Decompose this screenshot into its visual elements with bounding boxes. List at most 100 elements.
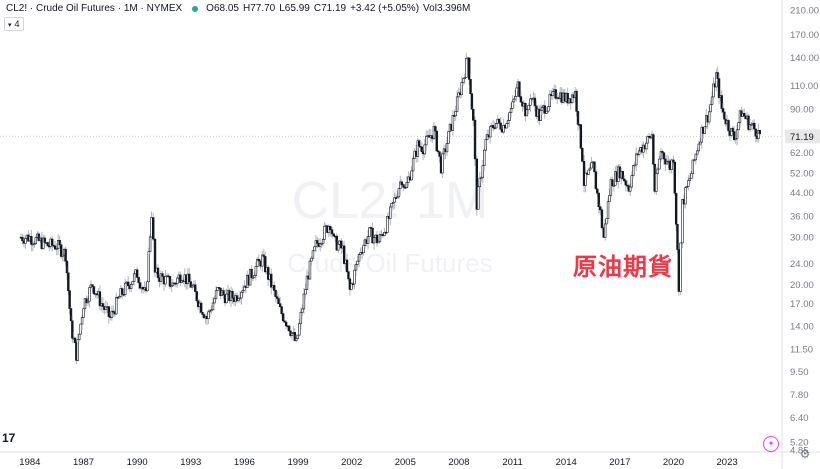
candle-body xyxy=(721,108,725,113)
candle-body xyxy=(723,111,726,120)
candle-body xyxy=(207,311,210,320)
candle-body xyxy=(377,241,380,244)
candle-body xyxy=(451,115,455,131)
candle-body xyxy=(65,260,69,274)
candle-body xyxy=(68,290,71,309)
candle-body xyxy=(296,334,299,339)
candle-body xyxy=(171,282,175,287)
gear-icon[interactable]: ⚙ xyxy=(799,447,811,461)
candle-body xyxy=(46,242,49,247)
volume-label: Vol xyxy=(423,3,437,14)
candle-body xyxy=(478,177,481,188)
candle-body xyxy=(709,104,712,113)
candle-body xyxy=(539,110,542,121)
candle-body xyxy=(33,243,36,245)
candle-body xyxy=(493,127,496,130)
tradingview-logo-icon[interactable]: 17 xyxy=(2,431,16,445)
candle-body xyxy=(64,248,67,262)
candle-body xyxy=(477,186,480,210)
candle-body xyxy=(302,293,306,310)
volume-value: 3.396M xyxy=(436,3,471,14)
candle-body xyxy=(78,333,81,340)
chart-annotation: 原油期貨 xyxy=(573,253,673,281)
candle-body xyxy=(447,131,450,144)
time-axis-label: 2002 xyxy=(341,457,362,468)
candle-body xyxy=(147,251,150,283)
candle-body xyxy=(310,257,313,262)
candle-body xyxy=(191,285,194,288)
candle-body xyxy=(598,206,602,211)
candle-body xyxy=(251,276,255,279)
candle-body xyxy=(566,93,569,104)
candle-body xyxy=(420,146,424,152)
candle-body xyxy=(693,159,696,162)
close-value: 71.19 xyxy=(321,3,347,14)
candle-body xyxy=(262,254,265,257)
candle-body xyxy=(597,192,600,208)
candle-body xyxy=(148,236,152,253)
candle-body xyxy=(164,276,167,285)
candle-body xyxy=(270,273,273,288)
candle-body xyxy=(489,126,492,138)
magic-wand-icon[interactable]: ✦ xyxy=(763,436,779,452)
candle-body xyxy=(410,170,413,181)
time-axis-label: 2023 xyxy=(717,457,738,468)
candle-body xyxy=(132,273,136,282)
time-axis-label: 2014 xyxy=(556,457,577,468)
candle-body xyxy=(30,236,33,245)
candle-body xyxy=(699,141,702,145)
candle-body xyxy=(481,165,484,179)
price-axis-label: 36.00 xyxy=(790,211,814,222)
candle-body xyxy=(83,298,87,310)
candle-body xyxy=(152,217,155,240)
high-value: 77.70 xyxy=(250,3,276,14)
candle-body xyxy=(676,223,679,250)
candle-body xyxy=(299,311,303,324)
candle-body xyxy=(727,120,730,132)
candle-body xyxy=(79,323,82,335)
candle-body xyxy=(69,308,73,322)
candle-body xyxy=(606,201,610,219)
candle-body xyxy=(512,98,516,103)
candle-body xyxy=(329,226,332,231)
candle-body xyxy=(308,260,312,280)
candle-body xyxy=(98,291,102,307)
candle-body xyxy=(758,129,761,135)
market-status-dot xyxy=(192,6,199,12)
price-axis-label: 140.00 xyxy=(790,53,819,64)
candle-body xyxy=(515,87,518,97)
indicators-toggle[interactable]: ▾ 4 xyxy=(4,17,24,31)
candle-body xyxy=(587,169,590,175)
candle-body xyxy=(548,93,552,107)
candle-body xyxy=(231,291,234,299)
candle-body xyxy=(238,297,242,300)
candle-body xyxy=(159,273,163,282)
candle-body xyxy=(222,290,225,296)
candle-body xyxy=(137,277,140,283)
candle-body xyxy=(594,171,598,190)
candle-body xyxy=(445,143,449,153)
candle-body xyxy=(122,294,125,296)
candle-body xyxy=(170,285,173,288)
candle-body xyxy=(156,267,160,278)
candle-body xyxy=(652,134,655,165)
symbol-title[interactable]: CL2! · Crude Oil Futures · 1M · NYMEX xyxy=(6,3,183,14)
candle-body xyxy=(127,281,130,287)
candle-body xyxy=(621,171,625,180)
candle-body xyxy=(399,181,402,189)
candle-body xyxy=(737,122,740,131)
candle-body xyxy=(319,243,322,247)
candle-body xyxy=(508,112,511,121)
candle-body xyxy=(354,264,358,271)
candle-body xyxy=(734,138,737,141)
candle-body xyxy=(275,296,279,299)
candle-body xyxy=(691,159,695,174)
candle-body xyxy=(243,285,246,291)
candle-body xyxy=(514,96,517,100)
candle-body xyxy=(570,94,574,104)
candle-body xyxy=(547,106,550,112)
candle-body xyxy=(494,123,498,129)
candle-body xyxy=(320,243,323,245)
candle-body xyxy=(211,302,215,311)
